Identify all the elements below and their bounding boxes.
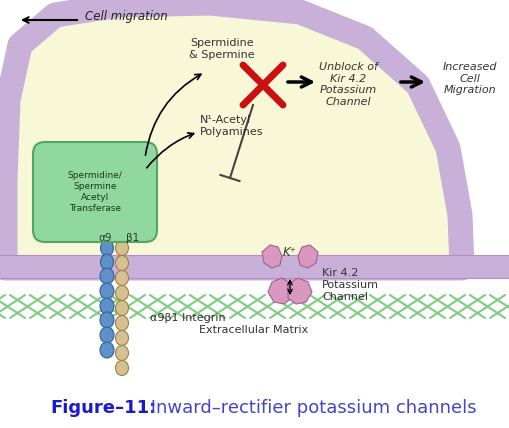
Polygon shape xyxy=(288,278,312,304)
Ellipse shape xyxy=(100,283,114,299)
Ellipse shape xyxy=(100,268,114,284)
Polygon shape xyxy=(5,3,462,268)
Text: Figure–11:: Figure–11: xyxy=(50,399,156,417)
Ellipse shape xyxy=(116,270,128,285)
Polygon shape xyxy=(262,245,282,268)
Text: Increased
Cell
Migration: Increased Cell Migration xyxy=(443,62,497,95)
Text: Spermidine/
Spermine
Acetyl
Transferase: Spermidine/ Spermine Acetyl Transferase xyxy=(68,171,123,213)
FancyBboxPatch shape xyxy=(33,142,157,242)
Bar xyxy=(0,255,509,278)
Text: β1: β1 xyxy=(126,233,139,243)
Polygon shape xyxy=(298,245,318,268)
Ellipse shape xyxy=(116,285,128,300)
Ellipse shape xyxy=(100,254,114,270)
Ellipse shape xyxy=(116,241,128,256)
Text: α9β1 Integrin: α9β1 Integrin xyxy=(150,313,225,323)
Polygon shape xyxy=(268,278,292,304)
Ellipse shape xyxy=(116,360,128,375)
Ellipse shape xyxy=(100,327,114,343)
Ellipse shape xyxy=(116,300,128,315)
Text: α9: α9 xyxy=(98,233,112,243)
Ellipse shape xyxy=(100,298,114,314)
Text: Extracellular Matrix: Extracellular Matrix xyxy=(200,325,308,335)
Ellipse shape xyxy=(116,330,128,345)
Text: K⁺: K⁺ xyxy=(283,247,297,259)
Ellipse shape xyxy=(116,345,128,360)
Ellipse shape xyxy=(116,315,128,330)
Ellipse shape xyxy=(100,240,114,256)
Text: Unblock of
Kir 4.2
Potassium
Channel: Unblock of Kir 4.2 Potassium Channel xyxy=(319,62,378,107)
Text: Cell migration: Cell migration xyxy=(85,9,168,23)
Ellipse shape xyxy=(100,312,114,328)
Text: N¹-Acetyl
Polyamines: N¹-Acetyl Polyamines xyxy=(200,115,264,137)
Text: Kir 4.2
Potassium
Channel: Kir 4.2 Potassium Channel xyxy=(322,268,379,302)
Ellipse shape xyxy=(100,342,114,358)
Text: Spermidine
& Spermine: Spermidine & Spermine xyxy=(189,38,255,59)
Ellipse shape xyxy=(116,256,128,270)
Text: Inward–rectifier potassium channels: Inward–rectifier potassium channels xyxy=(145,399,476,417)
